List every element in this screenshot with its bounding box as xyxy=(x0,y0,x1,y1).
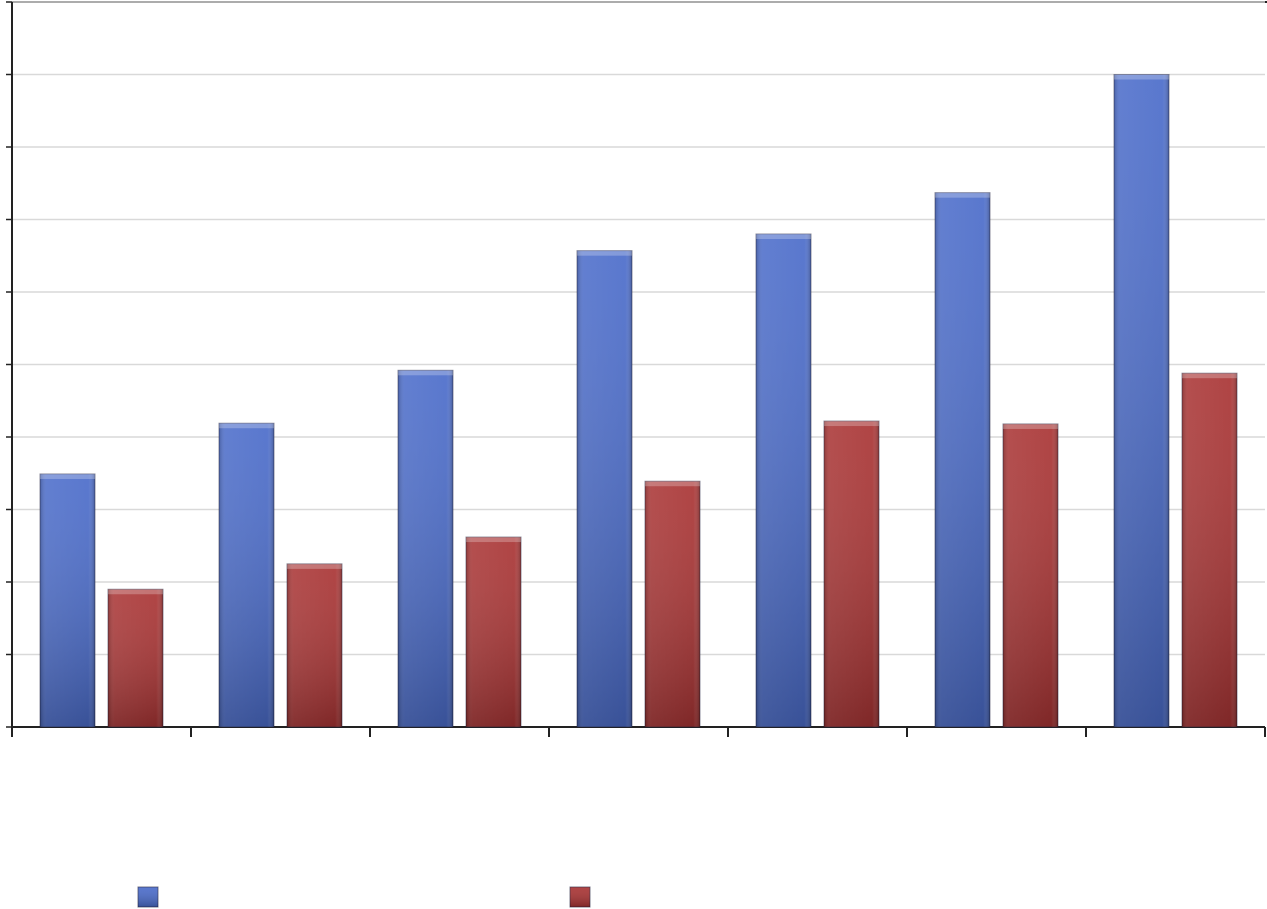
bar-cap xyxy=(287,563,342,569)
bar xyxy=(1002,423,1059,728)
bar-cap xyxy=(219,423,274,429)
bar xyxy=(1181,372,1238,728)
bar xyxy=(934,192,991,728)
bar xyxy=(397,369,454,728)
bar-cap xyxy=(645,481,700,487)
bar-cap xyxy=(824,421,879,427)
bar-cap xyxy=(756,234,811,239)
bar xyxy=(218,422,275,728)
bar-cap xyxy=(1114,74,1169,80)
bar xyxy=(107,588,164,728)
bar xyxy=(465,536,522,728)
bar-cap xyxy=(577,250,632,256)
legend-swatch-shade xyxy=(138,887,158,907)
bar-cap xyxy=(1003,423,1058,429)
bar-cap xyxy=(398,370,453,376)
bar-cap xyxy=(108,589,163,595)
bar xyxy=(286,563,343,728)
bar xyxy=(1113,74,1170,728)
bar xyxy=(39,473,96,728)
bar-cap xyxy=(40,473,95,479)
bar-cap xyxy=(466,537,521,543)
bar-cap xyxy=(935,192,990,198)
bar xyxy=(576,250,633,728)
bar-cap xyxy=(1182,373,1237,379)
bar xyxy=(644,480,701,728)
bar xyxy=(823,420,880,728)
legend-swatch-shade xyxy=(570,887,590,907)
bar xyxy=(755,233,812,728)
